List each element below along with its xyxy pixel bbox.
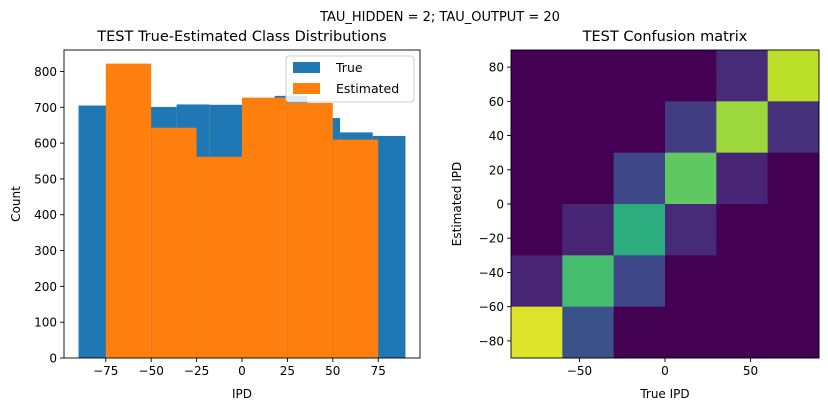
y-tick-label-8: 800 — [34, 65, 57, 79]
bar-estimated-1 — [151, 127, 197, 358]
cell-r3-c1 — [562, 204, 615, 256]
confusion-matrix-title: TEST Confusion matrix — [582, 29, 748, 45]
legend-swatch-true — [293, 62, 320, 73]
histogram-title: TEST True-Estimated Class Distributions — [96, 29, 386, 45]
histogram-ticks: −75 −50 −25 0 25 50 75 0 100 200 300 400 500 600 700 80… — [34, 65, 386, 378]
x-tick-label-2: −25 — [184, 364, 209, 378]
confusion-matrix-xlabel: True IPD — [639, 387, 689, 401]
cell-r4-c5 — [767, 255, 820, 308]
y-tick-label-2: 200 — [34, 280, 57, 294]
cell-r1-c4 — [716, 101, 769, 154]
cell-r3-c2 — [613, 204, 666, 256]
figure-suptitle: TAU_HIDDEN = 2; TAU_OUTPUT = 20 — [319, 10, 560, 25]
cell-r1-c0 — [511, 101, 563, 154]
bar-true-0 — [78, 105, 112, 358]
bar-estimated-4 — [287, 103, 333, 358]
cell-r0-c0 — [511, 50, 563, 102]
cell-r3-c5 — [767, 204, 820, 256]
x-tick-label-6: 75 — [371, 364, 386, 378]
cm-y-tick-label-4: 0 — [496, 198, 504, 212]
y-tick-label-5: 500 — [34, 172, 57, 186]
cell-r5-c0 — [511, 306, 563, 359]
cell-r5-c1 — [562, 306, 615, 359]
cell-r2-c5 — [767, 152, 820, 205]
cm-y-tick-label-7: 60 — [489, 95, 504, 109]
histogram-xlabel: IPD — [232, 387, 252, 401]
cell-r5-c5 — [767, 306, 820, 359]
cell-r2-c3 — [665, 152, 717, 205]
y-tick-label-1: 100 — [34, 316, 57, 330]
y-tick-label-7: 700 — [34, 101, 57, 115]
confusion-matrix-chart: TEST Confusion matrix −50 0 50 −80 −60 −40 −20… — [450, 29, 820, 401]
y-tick-label-6: 600 — [34, 137, 57, 151]
cell-r5-c4 — [716, 306, 769, 359]
cell-r2-c0 — [511, 152, 563, 205]
cell-r1-c1 — [562, 101, 615, 154]
cell-r1-c2 — [613, 101, 666, 154]
cell-r0-c5 — [767, 50, 820, 102]
cell-r1-c3 — [665, 101, 717, 154]
x-tick-label-5: 50 — [325, 364, 340, 378]
legend-label-estimated: Estimated — [336, 81, 399, 96]
cm-x-tick-label-0: −50 — [567, 364, 592, 378]
cell-r5-c3 — [665, 306, 717, 359]
cm-x-tick-label-2: 50 — [743, 364, 758, 378]
cell-r1-c5 — [767, 101, 820, 154]
y-tick-label-3: 300 — [34, 244, 57, 258]
cell-r4-c2 — [613, 255, 666, 308]
x-tick-label-0: −75 — [93, 364, 118, 378]
legend-label-true: True — [335, 60, 363, 75]
histogram-legend: True Estimated — [285, 55, 415, 103]
cell-r2-c4 — [716, 152, 769, 205]
confusion-matrix-cells — [511, 50, 820, 359]
bar-estimated-0 — [105, 63, 152, 358]
cm-y-tick-label-8: 80 — [489, 61, 504, 75]
cell-r4-c0 — [511, 255, 563, 308]
x-tick-label-3: 0 — [238, 364, 246, 378]
cell-r4-c4 — [716, 255, 769, 308]
x-tick-label-1: −50 — [139, 364, 164, 378]
cell-r3-c0 — [511, 204, 563, 256]
bar-estimated-3 — [242, 97, 288, 358]
legend-swatch-estimated — [293, 83, 320, 94]
histogram-bars — [78, 63, 406, 359]
bar-estimated-2 — [196, 156, 242, 358]
confusion-matrix-ticks: −50 0 50 −80 −60 −40 −20 0 20 40 60 80 — [479, 61, 759, 378]
cell-r2-c2 — [613, 152, 666, 205]
cell-r0-c2 — [613, 50, 666, 102]
cm-y-tick-label-5: 20 — [489, 163, 504, 177]
cell-r0-c3 — [665, 50, 717, 102]
x-tick-label-4: 25 — [280, 364, 295, 378]
cell-r0-c4 — [716, 50, 769, 102]
y-tick-label-4: 400 — [34, 208, 57, 222]
confusion-matrix-ylabel: Estimated IPD — [450, 162, 464, 246]
cm-y-tick-label-0: −80 — [479, 334, 504, 348]
cell-r0-c1 — [562, 50, 615, 102]
histogram-chart: TEST True-Estimated Class Distributions … — [9, 29, 421, 401]
bar-estimated-5 — [332, 139, 379, 358]
confusion-matrix-frame — [510, 49, 820, 359]
cell-r3-c3 — [665, 204, 717, 256]
cell-r4-c3 — [665, 255, 717, 308]
cell-r2-c1 — [562, 152, 615, 205]
cell-r5-c2 — [613, 306, 666, 359]
cell-r3-c4 — [716, 204, 769, 256]
cm-y-tick-label-2: −40 — [479, 266, 504, 280]
y-tick-label-0: 0 — [49, 352, 57, 366]
histogram-ylabel: Count — [9, 186, 23, 222]
histogram-frame — [63, 49, 421, 359]
cm-x-tick-label-1: 0 — [661, 364, 669, 378]
cm-y-tick-label-1: −60 — [479, 300, 504, 314]
cm-y-tick-label-6: 40 — [489, 129, 504, 143]
cell-r4-c1 — [562, 255, 615, 308]
cm-y-tick-label-3: −20 — [479, 232, 504, 246]
